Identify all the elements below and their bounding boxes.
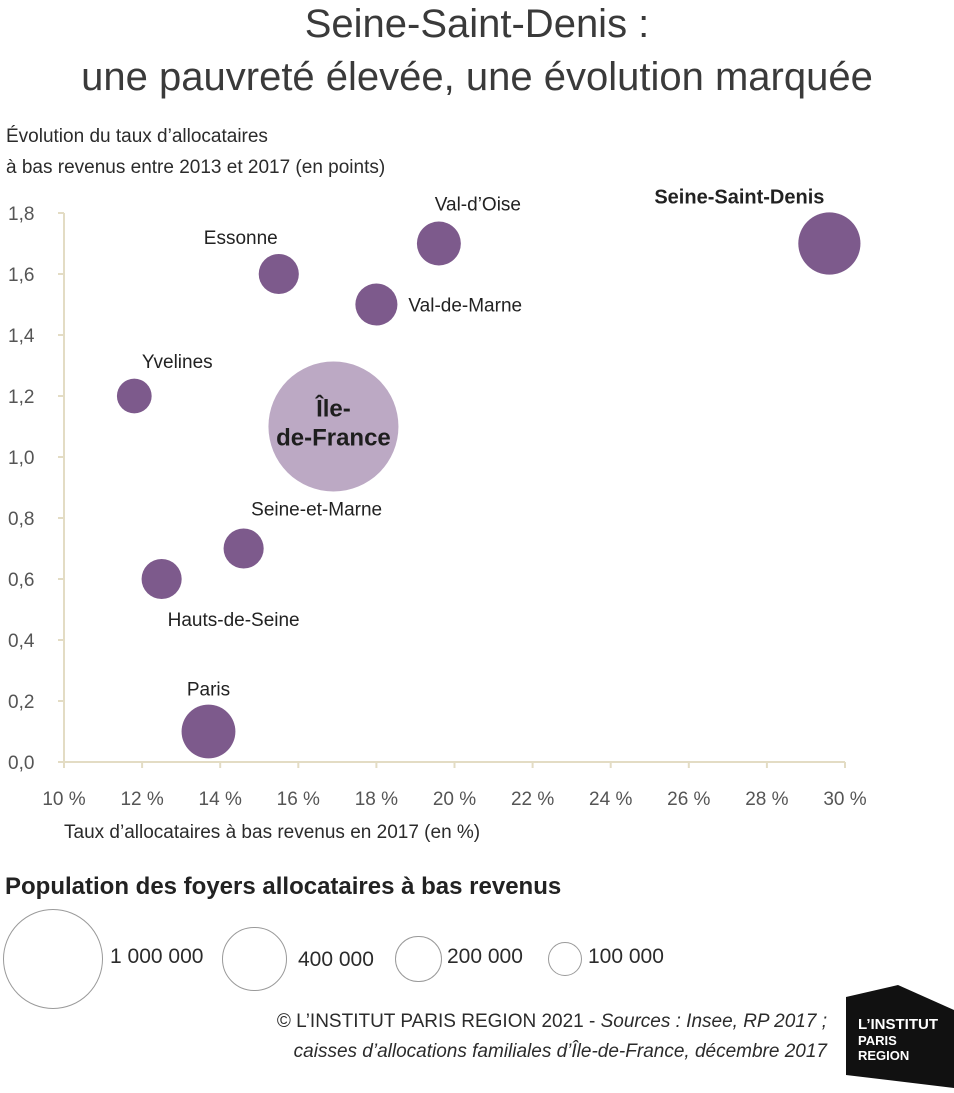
bubble-label: Hauts-de-Seine <box>168 610 300 631</box>
y-tick-label: 1,8 <box>8 204 34 225</box>
legend-circle <box>395 935 442 983</box>
x-tick-label: 24 % <box>589 789 632 810</box>
bubble-label-line1: Île- <box>315 395 351 423</box>
x-tick-label: 14 % <box>199 789 242 810</box>
legend-label: 100 000 <box>588 945 664 968</box>
chart-title-line2: une pauvreté élevée, une évolution marqu… <box>81 55 873 99</box>
logo-text-line2: PARIS <box>858 1033 897 1048</box>
y-axis-label-line1: Évolution du taux d’allocataires <box>6 126 268 147</box>
institut-logo: L’INSTITUT PARIS REGION <box>846 985 954 1088</box>
x-tick-label: 12 % <box>120 789 163 810</box>
bubble-label: Yvelines <box>142 352 213 373</box>
y-tick-label: 0,0 <box>8 753 34 774</box>
bubble-point <box>258 253 299 295</box>
x-axis-label: Taux d’allocataires à bas revenus en 201… <box>64 822 481 843</box>
bubble-label: Paris <box>187 680 230 701</box>
bubble-point <box>181 704 236 759</box>
bubble-point <box>116 378 152 414</box>
legend-label: 200 000 <box>447 945 523 968</box>
y-tick-label: 1,0 <box>8 448 34 469</box>
bubble-point <box>416 221 461 266</box>
bubble-point <box>141 558 182 600</box>
bubble-label: Val-de-Marne <box>408 296 522 317</box>
credit-line2: caisses d’allocations familiales d’Île-d… <box>293 1041 827 1062</box>
x-tick-label: 26 % <box>667 789 710 810</box>
legend-circle <box>222 926 287 992</box>
chart-title-line1: Seine-Saint-Denis : <box>304 2 650 46</box>
logo-shape <box>846 985 954 1088</box>
x-tick-label: 20 % <box>433 789 476 810</box>
logo-text-line1: L’INSTITUT <box>858 1016 938 1033</box>
credit-sources: Sources : Insee, RP 2017 ; <box>600 1011 827 1032</box>
bubble-label: Essonne <box>204 228 278 249</box>
y-tick-label: 1,4 <box>8 326 35 347</box>
credit-line1: © L’INSTITUT PARIS REGION 2021 - Sources… <box>277 1011 827 1033</box>
y-axis-label-line2: à bas revenus entre 2013 et 2017 (en poi… <box>6 157 386 178</box>
bubble-label: Val-d’Oise <box>435 195 521 216</box>
legend-circle <box>3 909 103 1009</box>
x-tick-label: 30 % <box>823 789 866 810</box>
legend-circle <box>548 941 583 977</box>
legend-title: Population des foyers allocataires à bas… <box>5 873 562 900</box>
x-tick-label: 16 % <box>277 789 320 810</box>
y-tick-label: 0,8 <box>8 509 34 530</box>
legend-label: 1 000 000 <box>110 945 204 968</box>
x-tick-label: 10 % <box>42 789 85 810</box>
bubble-label-line2: de-France <box>276 425 391 452</box>
x-tick-label: 22 % <box>511 789 554 810</box>
bubble-point <box>798 212 861 275</box>
y-tick-label: 0,2 <box>8 692 34 713</box>
y-tick-label: 0,4 <box>8 631 35 652</box>
x-tick-label: 28 % <box>745 789 788 810</box>
bubble-label: Seine-Saint-Denis <box>654 187 824 209</box>
y-tick-label: 1,2 <box>8 387 34 408</box>
x-tick-label: 18 % <box>355 789 398 810</box>
bubble-point <box>223 528 264 569</box>
legend-label: 400 000 <box>298 948 374 971</box>
credit-copyright: © L’INSTITUT PARIS REGION 2021 - <box>276 1011 601 1032</box>
y-tick-label: 1,6 <box>8 265 34 286</box>
bubble-point <box>355 283 398 326</box>
y-tick-label: 0,6 <box>8 570 34 591</box>
bubble-label: Seine-et-Marne <box>251 500 382 521</box>
bubble-ile-de-france <box>268 361 399 492</box>
logo-text-line3: REGION <box>858 1048 910 1063</box>
